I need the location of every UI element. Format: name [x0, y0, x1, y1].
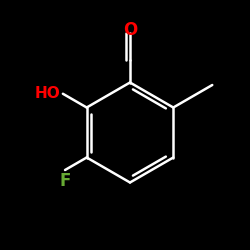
Text: F: F — [59, 172, 71, 190]
Text: HO: HO — [35, 86, 60, 101]
Text: O: O — [123, 21, 137, 39]
